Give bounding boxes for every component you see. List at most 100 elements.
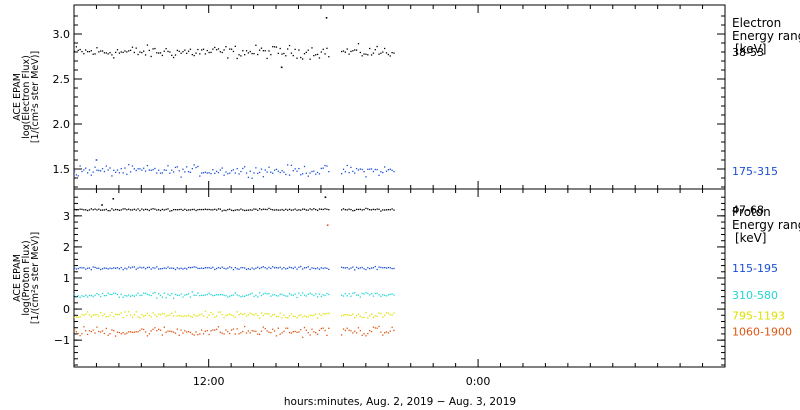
data-point-proton-3 xyxy=(320,314,322,317)
data-point-electron-1 xyxy=(86,172,89,174)
data-point-proton-4 xyxy=(146,335,149,337)
data-point-proton-2 xyxy=(210,293,212,296)
legend-energy-ranges: 38-53 175-315 47-68 115-195 310-580 795-1193 1… xyxy=(732,46,792,338)
data-point-proton-3 xyxy=(144,314,147,317)
data-point-proton-4 xyxy=(120,333,122,335)
data-point-proton-2 xyxy=(187,293,190,295)
data-point-proton-1 xyxy=(85,268,87,270)
data-point-electron-1 xyxy=(258,171,261,173)
data-point-proton-3 xyxy=(75,316,78,318)
data-point-proton-3 xyxy=(296,317,298,319)
data-point-electron-1 xyxy=(307,175,309,177)
data-point-proton-3 xyxy=(174,311,177,313)
data-point-proton-1 xyxy=(137,267,139,269)
data-point-proton-0 xyxy=(275,209,278,211)
data-point-proton-0 xyxy=(208,208,210,211)
data-point-proton-0 xyxy=(385,209,388,211)
data-point-proton-2 xyxy=(144,292,147,294)
data-point-proton-4 xyxy=(116,331,119,333)
data-point-electron-0 xyxy=(393,52,395,54)
data-point-electron-1 xyxy=(199,175,201,177)
data-point-proton-4 xyxy=(232,328,235,330)
data-point-proton-3 xyxy=(165,315,167,317)
data-point-proton-2 xyxy=(391,293,393,295)
data-point-electron-1 xyxy=(240,170,242,173)
proton-ylabel-line-3: [1/(cm²s ster MeV)] xyxy=(30,232,41,324)
data-point-proton-4 xyxy=(219,331,221,333)
data-point-proton-0 xyxy=(100,209,102,211)
data-point-proton-3 xyxy=(281,317,283,319)
data-point-proton-4 xyxy=(370,330,373,333)
data-point-proton-1 xyxy=(83,267,85,269)
data-point-proton-1 xyxy=(268,266,270,269)
data-point-electron-0 xyxy=(305,51,308,53)
data-point-proton-0 xyxy=(85,209,87,211)
data-point-proton-1 xyxy=(236,268,238,270)
data-point-proton-3 xyxy=(118,313,121,316)
y-tick-label-p1: 2 xyxy=(63,241,70,254)
outlier-point-proton-0 xyxy=(324,196,327,199)
outlier-point-electron-0 xyxy=(325,17,328,19)
data-point-proton-4 xyxy=(279,333,281,335)
data-point-electron-0 xyxy=(315,54,317,56)
data-point-electron-1 xyxy=(234,172,236,174)
data-point-proton-0 xyxy=(260,209,263,211)
data-point-proton-3 xyxy=(114,313,117,316)
data-point-electron-0 xyxy=(81,50,83,53)
data-point-proton-1 xyxy=(161,267,164,270)
data-point-proton-3 xyxy=(148,314,150,317)
data-point-proton-1 xyxy=(230,267,233,269)
outlier-point-proton-0 xyxy=(112,197,115,200)
data-point-proton-0 xyxy=(378,208,380,210)
data-point-proton-4 xyxy=(288,331,291,334)
data-point-electron-0 xyxy=(363,53,365,55)
data-point-electron-0 xyxy=(184,49,186,51)
data-point-proton-3 xyxy=(301,316,304,318)
data-point-proton-3 xyxy=(116,313,119,316)
data-point-electron-1 xyxy=(365,176,367,178)
data-point-proton-0 xyxy=(96,209,98,211)
data-point-proton-4 xyxy=(176,328,178,330)
data-point-proton-4 xyxy=(376,327,378,329)
data-point-proton-2 xyxy=(73,293,76,295)
data-point-electron-1 xyxy=(352,170,354,173)
data-point-proton-0 xyxy=(361,209,363,211)
data-point-proton-4 xyxy=(313,331,315,333)
data-point-proton-3 xyxy=(240,312,242,315)
data-point-proton-3 xyxy=(221,313,223,316)
data-point-electron-1 xyxy=(232,169,235,171)
data-point-proton-2 xyxy=(116,293,119,296)
proton-legend: Proton Energy ranges [keV] xyxy=(732,205,800,245)
data-point-proton-1 xyxy=(270,267,272,270)
data-point-proton-4 xyxy=(191,333,193,335)
data-point-proton-2 xyxy=(315,293,317,295)
data-point-proton-0 xyxy=(262,208,265,210)
data-point-electron-1 xyxy=(355,167,358,170)
data-point-proton-1 xyxy=(342,267,345,269)
data-point-proton-2 xyxy=(184,294,186,296)
data-point-proton-0 xyxy=(191,208,193,211)
data-point-proton-3 xyxy=(311,314,313,317)
data-point-proton-2 xyxy=(240,296,242,298)
data-point-proton-3 xyxy=(363,316,365,318)
data-point-proton-4 xyxy=(354,330,356,333)
data-point-proton-0 xyxy=(144,208,147,210)
data-point-proton-0 xyxy=(344,209,347,211)
data-point-proton-4 xyxy=(210,330,212,332)
data-point-electron-1 xyxy=(320,167,322,170)
data-point-proton-1 xyxy=(382,267,384,269)
data-point-proton-1 xyxy=(357,267,360,270)
data-point-electron-0 xyxy=(350,50,352,53)
data-point-proton-0 xyxy=(348,208,350,210)
data-point-proton-0 xyxy=(189,209,192,211)
data-point-proton-3 xyxy=(81,313,83,316)
data-point-proton-0 xyxy=(300,209,302,211)
data-point-electron-1 xyxy=(156,172,158,174)
data-point-proton-0 xyxy=(249,209,251,211)
data-point-proton-3 xyxy=(316,317,319,319)
data-point-proton-3 xyxy=(328,312,330,314)
data-point-electron-1 xyxy=(129,171,132,173)
data-point-electron-1 xyxy=(311,170,313,173)
legend-range-proton-1: 115-195 xyxy=(732,262,778,275)
data-point-proton-0 xyxy=(294,208,296,210)
